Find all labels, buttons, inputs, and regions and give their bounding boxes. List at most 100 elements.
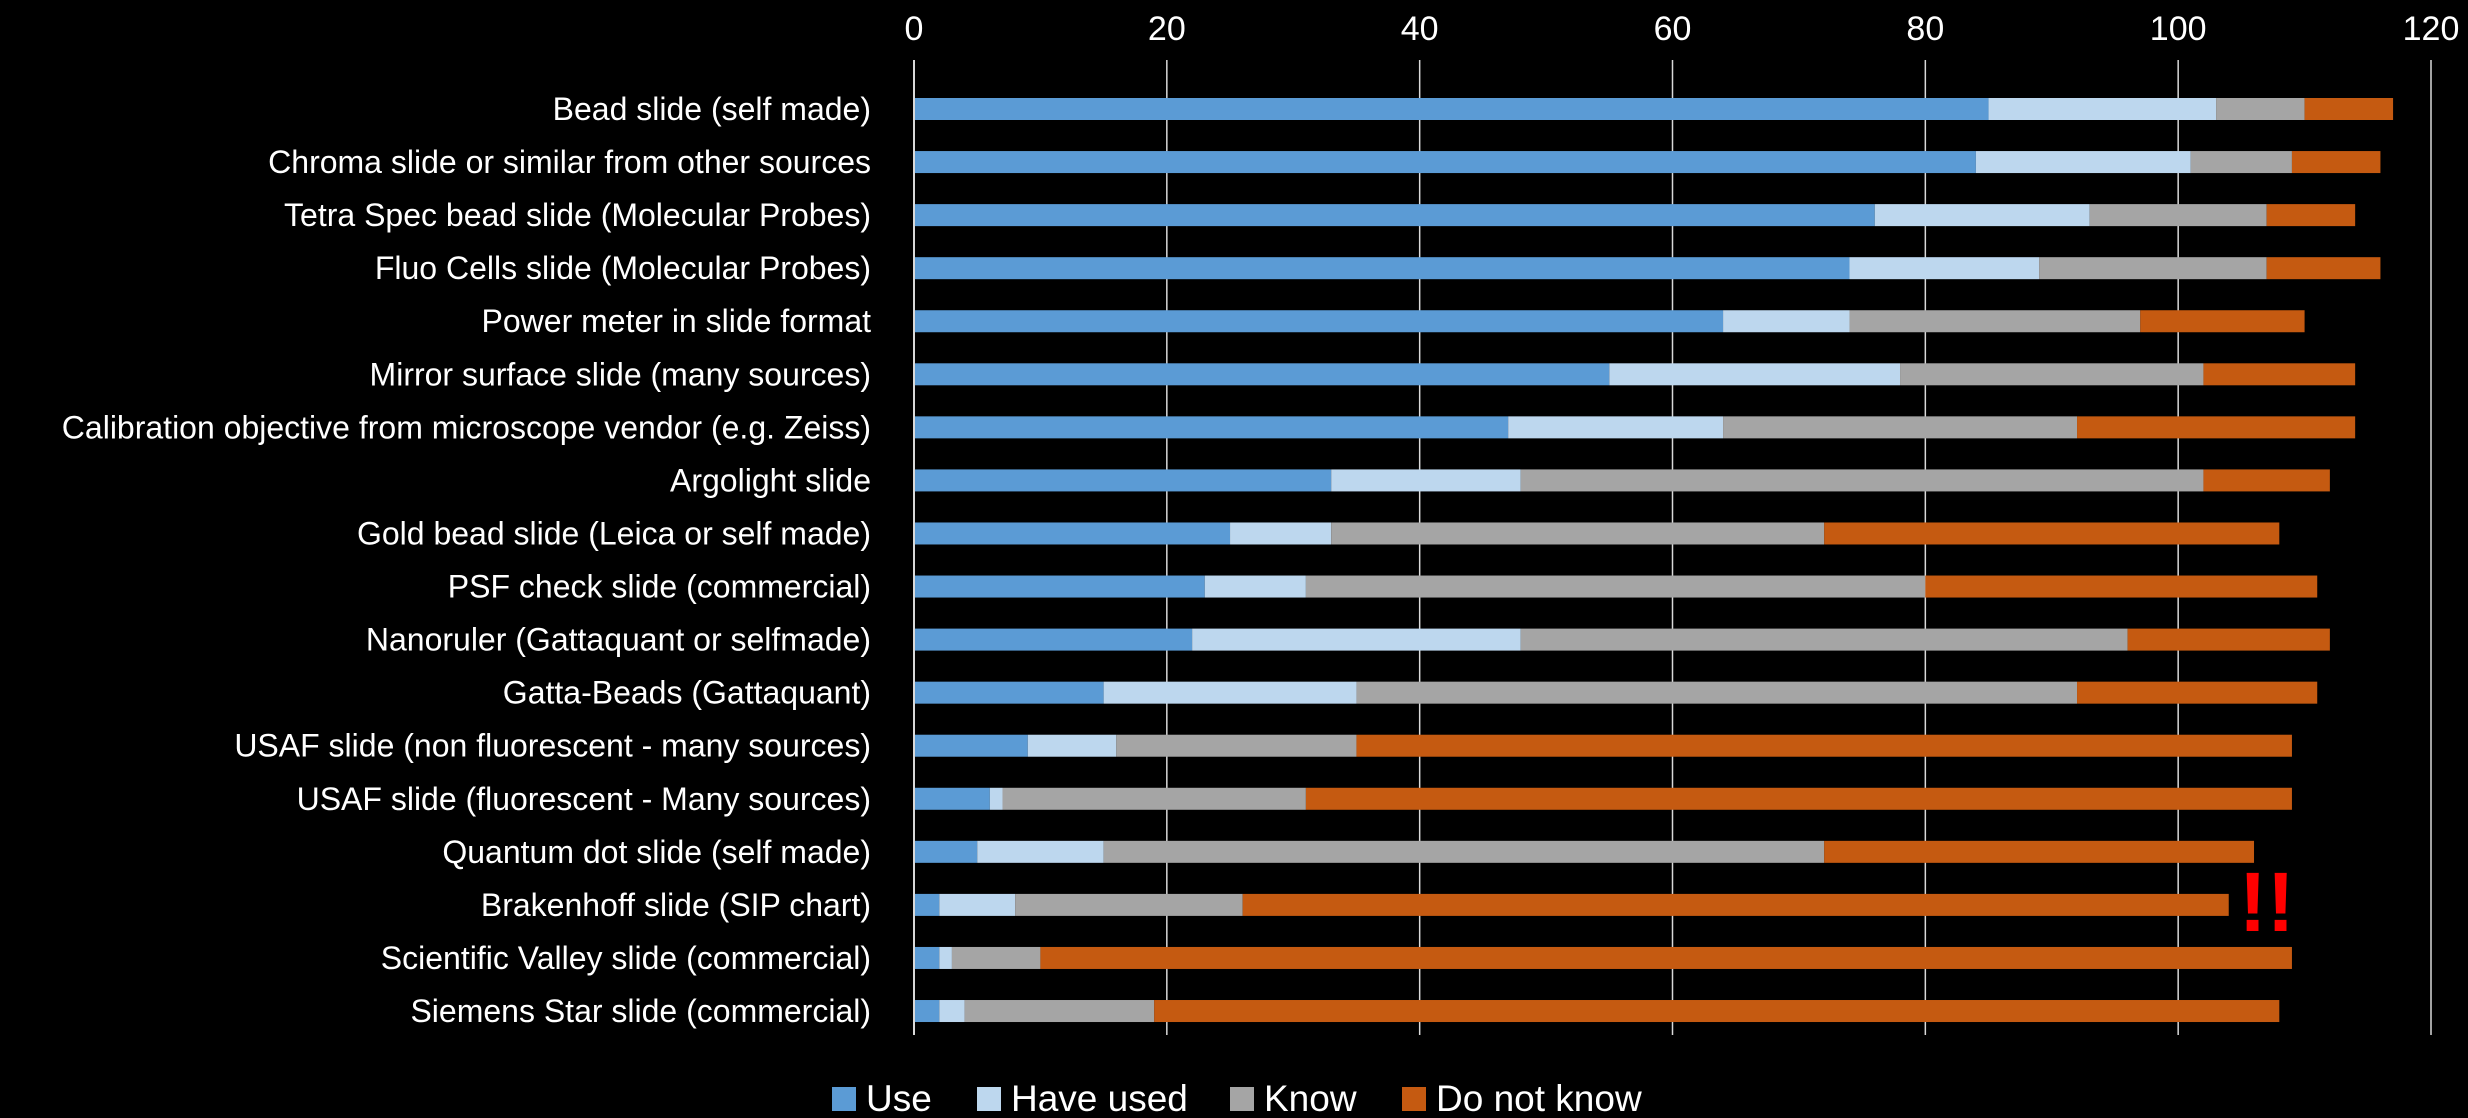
bar-use-10: [914, 575, 1205, 598]
annotations: !!: [2239, 855, 2295, 949]
bar-have-used-11: [1192, 628, 1521, 651]
bar-have-used-17: [939, 946, 952, 969]
bar-do-not-know-8: [2203, 469, 2330, 492]
bar-do-not-know-4: [2266, 257, 2381, 280]
bar-use-18: [914, 1000, 940, 1023]
bar-do-not-know-2: [2291, 151, 2381, 174]
bar-know-7: [1723, 416, 2078, 439]
bars: [914, 98, 2394, 1023]
bar-use-5: [914, 310, 1724, 333]
legend: Use Have used Know Do not know: [832, 1078, 1642, 1118]
bar-use-14: [914, 787, 990, 810]
legend-swatch-know: [1230, 1087, 1254, 1111]
category-label: Calibration objective from microscope ve…: [62, 409, 871, 445]
bar-have-used-3: [1874, 204, 2090, 227]
bar-know-10: [1305, 575, 1926, 598]
bar-know-18: [964, 1000, 1155, 1023]
category-label: Brakenhoff slide (SIP chart): [481, 887, 871, 923]
bar-use-12: [914, 681, 1104, 704]
x-axis-ticks: 0 20 40 60 80 100 120: [905, 10, 2460, 48]
bar-know-17: [951, 946, 1041, 969]
bar-use-1: [914, 98, 1989, 120]
bar-have-used-13: [1027, 734, 1117, 757]
category-label: Mirror surface slide (many sources): [370, 356, 871, 392]
bar-use-2: [914, 151, 1976, 174]
x-tick-label: 60: [1654, 10, 1692, 48]
category-label: USAF slide (non fluorescent - many sourc…: [234, 728, 871, 764]
x-tick-label: 80: [1906, 10, 1944, 48]
category-labels: Bead slide (self made) Chroma slide or si…: [62, 91, 871, 1029]
bar-know-11: [1520, 628, 2128, 651]
category-label: Scientific Valley slide (commercial): [381, 940, 871, 976]
bar-use-4: [914, 257, 1850, 280]
bar-do-not-know-12: [2077, 681, 2318, 704]
bar-know-16: [1015, 893, 1243, 916]
legend-label-use: Use: [866, 1078, 932, 1118]
bar-know-1: [2216, 98, 2305, 120]
bar-have-used-16: [939, 893, 1016, 916]
bar-know-8: [1520, 469, 2204, 492]
bar-know-5: [1849, 310, 2141, 333]
bar-do-not-know-10: [1925, 575, 2318, 598]
bar-have-used-6: [1609, 363, 1901, 386]
category-label: Siemens Star slide (commercial): [410, 993, 871, 1029]
legend-swatch-have-used: [977, 1087, 1001, 1111]
x-tick-label: 0: [905, 10, 924, 48]
bar-do-not-know-11: [2127, 628, 2330, 651]
bar-have-used-8: [1331, 469, 1521, 492]
bar-do-not-know-9: [1824, 522, 2280, 545]
category-label: Argolight slide: [670, 462, 871, 498]
category-label: Fluo Cells slide (Molecular Probes): [375, 250, 871, 286]
bar-know-2: [2190, 151, 2292, 174]
bar-know-4: [2039, 257, 2267, 280]
bar-know-15: [1103, 840, 1825, 863]
bar-use-9: [914, 522, 1231, 545]
category-label: USAF slide (fluorescent - Many sources): [297, 781, 871, 817]
bar-know-3: [2089, 204, 2267, 227]
bar-have-used-2: [1975, 151, 2191, 174]
bar-do-not-know-7: [2077, 416, 2356, 439]
bar-use-17: [914, 946, 940, 969]
x-tick-label: 100: [2150, 10, 2207, 48]
legend-swatch-do-not-know: [1402, 1087, 1426, 1111]
category-label: Bead slide (self made): [553, 91, 871, 127]
bar-use-8: [914, 469, 1332, 492]
bar-use-13: [914, 734, 1028, 757]
bar-know-14: [1002, 787, 1306, 810]
bar-do-not-know-5: [2140, 310, 2305, 333]
bar-do-not-know-3: [2266, 204, 2356, 227]
bar-use-6: [914, 363, 1610, 386]
bar-have-used-14: [989, 787, 1003, 810]
bar-have-used-18: [939, 1000, 965, 1023]
bar-use-15: [914, 840, 978, 863]
bar-do-not-know-14: [1305, 787, 2292, 810]
bar-have-used-12: [1103, 681, 1357, 704]
bar-do-not-know-16: [1242, 893, 2229, 916]
legend-label-know: Know: [1264, 1078, 1357, 1118]
bar-do-not-know-15: [1824, 840, 2255, 863]
bar-do-not-know-6: [2203, 363, 2356, 386]
legend-label-do-not-know: Do not know: [1436, 1078, 1642, 1118]
category-label: Tetra Spec bead slide (Molecular Probes): [284, 197, 871, 233]
bar-do-not-know-18: [1154, 1000, 2280, 1023]
bar-use-16: [914, 893, 940, 916]
legend-swatch-use: [832, 1087, 856, 1111]
bar-do-not-know-17: [1040, 946, 2292, 969]
bar-know-6: [1900, 363, 2204, 386]
bar-use-3: [914, 204, 1875, 227]
bar-have-used-4: [1849, 257, 2040, 280]
bar-have-used-10: [1204, 575, 1306, 598]
exclamation-annotation: !!: [2239, 855, 2295, 949]
bar-do-not-know-1: [2304, 98, 2394, 120]
bar-use-11: [914, 628, 1193, 651]
category-label: Power meter in slide format: [482, 303, 872, 339]
category-label: Gatta-Beads (Gattaquant): [503, 675, 871, 711]
bar-know-13: [1116, 734, 1357, 757]
x-tick-label: 120: [2403, 10, 2460, 48]
category-label: Chroma slide or similar from other sourc…: [268, 144, 871, 180]
bar-have-used-5: [1723, 310, 1850, 333]
category-label: Gold bead slide (Leica or self made): [357, 515, 871, 551]
bar-use-7: [914, 416, 1509, 439]
bar-do-not-know-13: [1356, 734, 2292, 757]
